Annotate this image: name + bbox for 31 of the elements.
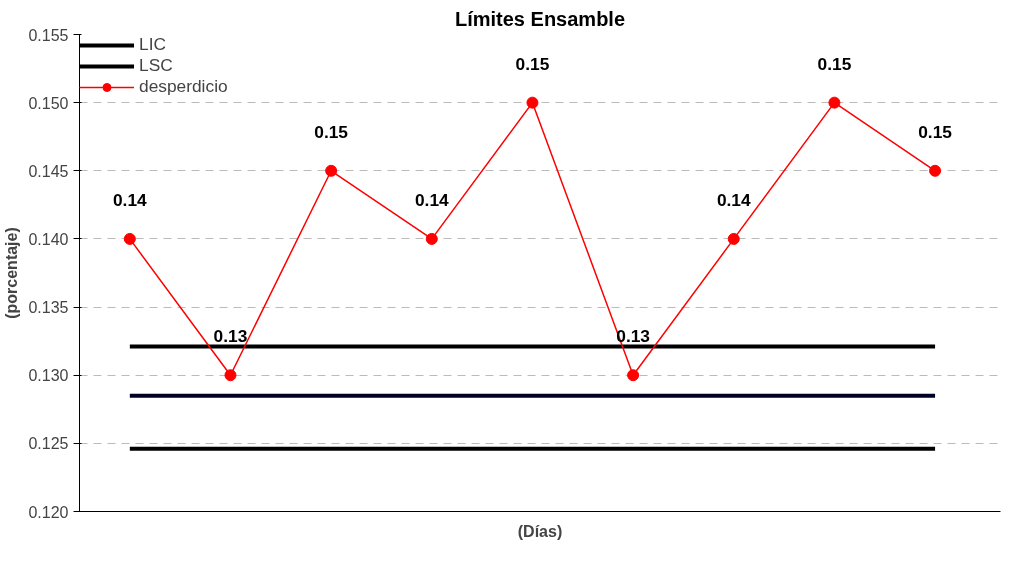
data-label: 0.15 — [918, 121, 953, 142]
chart-title: Límites Ensamble — [454, 7, 626, 30]
text: 0.155 — [28, 26, 69, 44]
point — [727, 232, 740, 245]
data-label: 0.14 — [716, 189, 751, 210]
data-label: 0.14 — [112, 189, 148, 210]
point — [425, 232, 438, 245]
point — [325, 164, 338, 177]
text: 0.125 — [28, 435, 69, 453]
text: 0.135 — [28, 299, 69, 317]
text: 0.120 — [28, 503, 69, 521]
x-axis-title: (Días) — [517, 522, 563, 540]
text: 0.140 — [28, 230, 69, 248]
text: 0.145 — [28, 162, 69, 180]
point — [123, 232, 136, 245]
legend-label: LIC — [139, 34, 166, 55]
point — [627, 369, 640, 382]
text: 0.150 — [28, 94, 69, 112]
point — [929, 164, 942, 177]
text: 0.130 — [28, 367, 69, 385]
point — [526, 96, 539, 109]
point — [828, 96, 841, 109]
legend-label: desperdicio — [139, 76, 228, 97]
data-label: 0.15 — [817, 53, 852, 74]
y-axis-title: (porcentaje) — [3, 227, 21, 319]
data-label: 0.13 — [213, 326, 248, 347]
data-label: 0.15 — [515, 53, 550, 74]
legend-label: LSC — [139, 55, 173, 76]
data-label: 0.14 — [414, 189, 450, 210]
data-label: 0.15 — [314, 121, 349, 142]
point — [224, 369, 237, 382]
